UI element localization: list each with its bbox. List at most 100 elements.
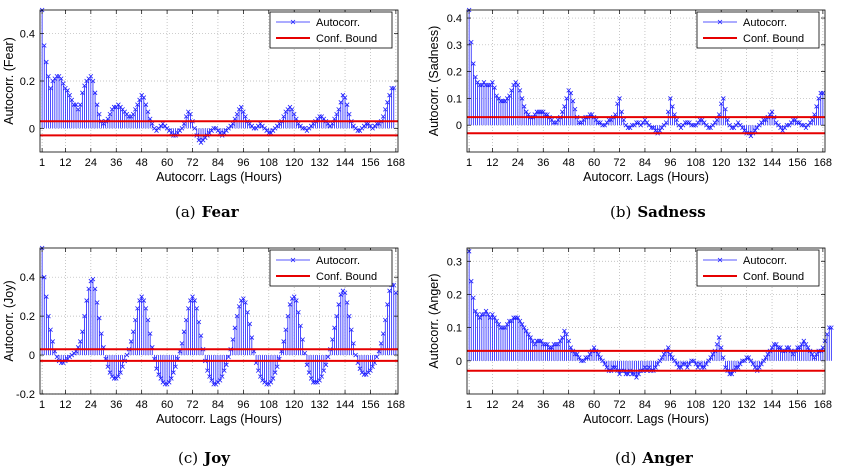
y-tick-label: 0.2 bbox=[447, 67, 462, 79]
data-point bbox=[515, 315, 521, 320]
data-point bbox=[646, 365, 652, 370]
x-tick-label: 144 bbox=[336, 399, 354, 411]
data-point-x2 bbox=[262, 380, 267, 385]
data-point-x2 bbox=[710, 351, 716, 357]
caption-fear-tag: (a) bbox=[175, 203, 196, 221]
data-point-x2 bbox=[357, 366, 363, 371]
data-point-x2 bbox=[147, 116, 153, 122]
data-point-x2 bbox=[162, 123, 168, 129]
legend-bound-label: Conf. Bound bbox=[743, 33, 804, 45]
data-point-x2 bbox=[353, 126, 358, 131]
data-point bbox=[75, 107, 81, 112]
data-point-x2 bbox=[526, 112, 531, 117]
data-point-x2 bbox=[803, 341, 809, 347]
data-point-x2 bbox=[258, 121, 263, 126]
data-point bbox=[829, 325, 834, 330]
data-point-x2 bbox=[166, 380, 172, 385]
data-point bbox=[549, 345, 555, 350]
data-point bbox=[183, 114, 189, 119]
x-tick-label: 72 bbox=[186, 157, 198, 169]
data-point-x2 bbox=[528, 335, 533, 340]
data-point-x2 bbox=[718, 101, 724, 107]
data-point bbox=[65, 88, 70, 93]
data-point-x2 bbox=[143, 306, 149, 311]
data-point bbox=[41, 274, 47, 280]
data-point-x2 bbox=[378, 341, 384, 346]
data-point bbox=[824, 331, 830, 337]
data-point-x2 bbox=[332, 116, 337, 122]
data-point bbox=[757, 365, 762, 370]
data-point bbox=[147, 116, 153, 122]
data-point bbox=[346, 111, 352, 117]
data-point bbox=[663, 120, 669, 125]
data-point bbox=[58, 76, 64, 81]
data-point-x2 bbox=[249, 123, 255, 129]
data-point bbox=[634, 375, 639, 380]
data-point bbox=[332, 116, 337, 122]
data-point-x2 bbox=[799, 341, 804, 347]
data-point-x2 bbox=[576, 355, 582, 360]
data-point-x2 bbox=[236, 304, 242, 309]
data-point-x2 bbox=[600, 358, 605, 364]
data-point-x2 bbox=[750, 361, 756, 367]
data-point bbox=[198, 333, 204, 338]
data-point-x2 bbox=[137, 298, 142, 303]
data-point bbox=[752, 365, 758, 370]
data-point-x2 bbox=[359, 370, 365, 375]
data-point-x2 bbox=[562, 104, 567, 109]
data-point-x2 bbox=[304, 362, 310, 368]
data-point-x2 bbox=[475, 312, 480, 317]
data-point-x2 bbox=[349, 327, 354, 333]
data-point bbox=[82, 83, 87, 89]
data-point-x2 bbox=[258, 374, 263, 379]
data-point-x2 bbox=[473, 74, 478, 80]
data-point-x2 bbox=[587, 351, 593, 357]
data-point bbox=[298, 323, 303, 329]
data-point-x2 bbox=[160, 380, 166, 385]
axes-frame bbox=[466, 247, 826, 395]
data-point-x2 bbox=[699, 117, 705, 123]
data-point bbox=[801, 338, 807, 344]
data-point-x2 bbox=[80, 90, 85, 96]
data-point bbox=[158, 376, 164, 381]
data-point-x2 bbox=[820, 345, 826, 350]
data-point-x2 bbox=[289, 107, 295, 112]
data-point-x2 bbox=[532, 341, 538, 347]
data-point-x2 bbox=[725, 117, 730, 123]
legend-box bbox=[269, 249, 393, 287]
data-point bbox=[69, 97, 75, 103]
data-point-x2 bbox=[116, 374, 121, 379]
data-point-x2 bbox=[281, 114, 286, 119]
data-point-x2 bbox=[287, 302, 293, 307]
data-point-x2 bbox=[107, 111, 113, 117]
data-point bbox=[118, 370, 123, 375]
data-point bbox=[704, 361, 709, 367]
data-point bbox=[576, 355, 582, 360]
data-point bbox=[538, 338, 544, 344]
data-point bbox=[814, 104, 819, 109]
data-point-x2 bbox=[773, 341, 779, 347]
data-point-x2 bbox=[676, 122, 682, 128]
caption-anger-title: Anger bbox=[642, 449, 693, 467]
data-point bbox=[471, 295, 476, 301]
x-tick-label: 108 bbox=[687, 157, 705, 169]
data-point bbox=[317, 378, 322, 383]
data-point bbox=[287, 302, 293, 307]
data-point-x2 bbox=[46, 313, 51, 319]
data-point-x2 bbox=[340, 92, 346, 98]
x-tick-label: 36 bbox=[537, 157, 549, 169]
data-point-x2 bbox=[729, 371, 735, 377]
chart-fear: 1 12 24 36 48 60 72 84 96 108 120 132 144 156 168 0 0.2 0… bbox=[0, 0, 420, 200]
data-point-x2 bbox=[302, 350, 308, 356]
data-point-x2 bbox=[481, 312, 487, 317]
data-point-x2 bbox=[308, 376, 314, 381]
x-tick-label: 84 bbox=[212, 399, 224, 411]
data-point-x2 bbox=[124, 111, 130, 117]
data-point bbox=[613, 112, 618, 117]
data-point-x2 bbox=[623, 122, 629, 128]
data-point-x2 bbox=[124, 352, 130, 358]
data-point-x2 bbox=[613, 365, 618, 370]
data-point-x2 bbox=[672, 358, 677, 364]
data-point-x2 bbox=[617, 96, 622, 101]
data-point bbox=[668, 96, 673, 101]
